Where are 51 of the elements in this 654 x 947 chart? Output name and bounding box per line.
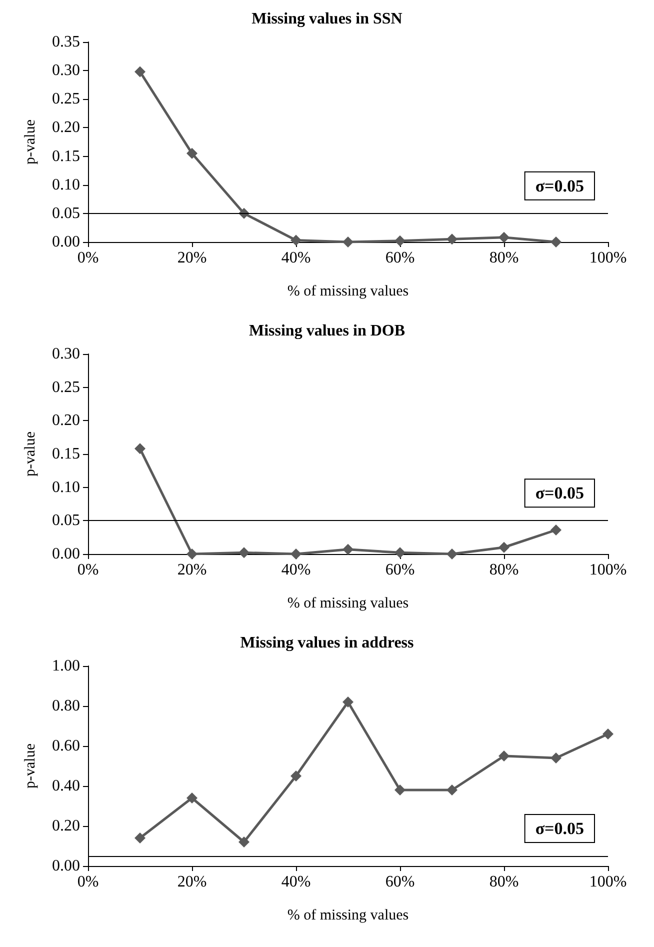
x-tick-label: 0% <box>77 874 99 890</box>
y-tick-label: 0.10 <box>52 176 80 194</box>
ref-line-label: σ=0.05 <box>535 176 584 196</box>
y-tick-label: 0.40 <box>52 778 80 794</box>
x-tick-label: 60% <box>385 250 415 266</box>
ref-line-label: σ=0.05 <box>535 819 584 838</box>
x-tick-label: 100% <box>589 562 627 578</box>
chart-title: Missing values in address <box>240 634 414 652</box>
x-tick-label: 60% <box>385 874 415 890</box>
x-tick-label: 80% <box>489 250 519 266</box>
x-tick-label: 40% <box>281 250 311 266</box>
x-axis-title: % of missing values <box>287 284 409 300</box>
x-tick-label: 60% <box>385 562 415 578</box>
x-tick-label: 20% <box>177 562 207 578</box>
y-tick-label: 0.15 <box>52 446 80 462</box>
chart-title: Missing values in SSN <box>252 10 403 28</box>
x-axis-title: % of missing values <box>287 908 409 924</box>
x-tick-label: 40% <box>281 874 311 890</box>
x-tick-label: 80% <box>489 562 519 578</box>
y-tick-label: 0.35 <box>52 34 80 50</box>
y-tick-label: 0.00 <box>52 546 80 562</box>
y-axis-title: p-value <box>22 119 38 164</box>
y-tick-label: 0.60 <box>52 738 80 754</box>
y-axis-title: p-value <box>22 431 38 476</box>
y-tick-label: 0.80 <box>52 698 80 714</box>
y-tick-label: 0.05 <box>52 512 80 530</box>
x-tick-label: 80% <box>489 874 519 890</box>
chart-title: Missing values in DOB <box>248 322 406 340</box>
y-tick-label: 0.15 <box>52 148 80 165</box>
y-tick-label: 0.05 <box>52 204 80 222</box>
x-tick-label: 100% <box>589 874 627 890</box>
y-tick-label: 0.30 <box>52 62 80 80</box>
x-tick-label: 0% <box>77 562 99 578</box>
y-tick-label: 0.20 <box>52 119 80 136</box>
ref-line-label: σ=0.05 <box>535 484 584 503</box>
x-tick-label: 0% <box>77 250 99 266</box>
y-axis-title: p-value <box>22 743 38 788</box>
x-tick-label: 20% <box>177 250 207 266</box>
x-tick-label: 100% <box>589 250 627 266</box>
x-axis-title: % of missing values <box>287 596 409 612</box>
y-tick-label: 0.10 <box>52 478 80 496</box>
y-tick-label: 0.00 <box>52 858 80 874</box>
y-tick-label: 0.25 <box>52 378 80 396</box>
y-tick-label: 0.25 <box>52 90 80 108</box>
x-tick-label: 20% <box>177 874 207 890</box>
y-tick-label: 0.30 <box>52 346 80 362</box>
y-tick-label: 0.20 <box>52 412 80 430</box>
y-tick-label: 1.00 <box>52 658 80 674</box>
y-tick-label: 0.20 <box>52 818 80 834</box>
x-tick-label: 40% <box>281 562 311 578</box>
y-tick-label: 0.00 <box>52 234 80 250</box>
